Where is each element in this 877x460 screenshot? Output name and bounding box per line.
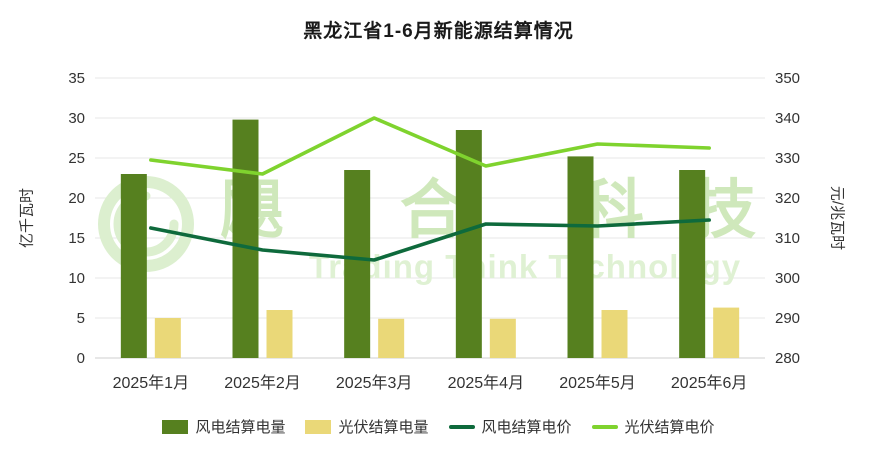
line-光伏结算电价 xyxy=(149,116,711,176)
legend-label: 光伏结算电价 xyxy=(624,419,715,436)
right-tick-label: 330 xyxy=(775,150,800,167)
left-tick-label: 25 xyxy=(68,150,85,167)
legend-line-swatch-icon xyxy=(448,424,475,429)
right-tick-label: 320 xyxy=(775,190,800,207)
legend-item-风电结算电量[interactable]: 风电结算电量 xyxy=(162,416,285,437)
x-tick-label: 2025年1月 xyxy=(113,374,190,392)
x-tick-label: 2025年2月 xyxy=(224,374,301,392)
legend-item-光伏结算电价[interactable]: 光伏结算电价 xyxy=(591,416,715,437)
left-tick-label: 5 xyxy=(77,310,85,327)
right-tick-label: 280 xyxy=(775,350,800,367)
bar-光伏结算电量 xyxy=(601,310,628,358)
bar-光伏结算电量 xyxy=(266,310,293,358)
legend-bar-swatch-icon xyxy=(162,419,189,434)
right-tick-label: 300 xyxy=(775,270,800,287)
bar-光伏结算电量 xyxy=(489,318,516,358)
legend-item-风电结算电价[interactable]: 风电结算电价 xyxy=(448,416,572,437)
bar-风电结算电量 xyxy=(679,170,706,358)
bar-光伏结算电量 xyxy=(378,318,405,358)
bar-光伏结算电量 xyxy=(154,318,181,358)
chart-legend: 风电结算电量 光伏结算电量 风电结算电价 光伏结算电价 xyxy=(0,416,877,437)
bar-风电结算电量 xyxy=(455,130,482,358)
chart-title: 黑龙江省1-6月新能源结算情况 xyxy=(303,21,574,42)
bar-风电结算电量 xyxy=(344,170,371,358)
x-tick-label: 2025年4月 xyxy=(448,374,525,392)
right-tick-label: 350 xyxy=(775,70,800,87)
right-tick-label: 290 xyxy=(775,310,800,327)
legend-label: 风电结算电量 xyxy=(195,419,286,436)
right-tick-label: 340 xyxy=(775,110,800,127)
x-tick-label: 2025年3月 xyxy=(336,374,413,392)
left-tick-label: 0 xyxy=(77,350,85,367)
legend-label: 光伏结算电量 xyxy=(338,419,429,436)
legend-line-swatch-icon xyxy=(591,424,618,429)
legend-label: 风电结算电价 xyxy=(481,419,572,436)
line-风电结算电价 xyxy=(149,218,711,262)
left-tick-label: 30 xyxy=(68,110,85,127)
watermark-text-en: Trading Think Technology xyxy=(309,248,741,285)
bar-风电结算电量 xyxy=(567,156,594,358)
left-tick-label: 35 xyxy=(68,70,85,87)
right-tick-label: 310 xyxy=(775,230,800,247)
left-tick-label: 10 xyxy=(68,270,85,287)
bar-光伏结算电量 xyxy=(713,307,740,358)
bar-风电结算电量 xyxy=(120,174,147,358)
bar-风电结算电量 xyxy=(232,119,259,358)
left-tick-label: 15 xyxy=(68,230,85,247)
x-tick-label: 2025年6月 xyxy=(671,374,748,392)
legend-item-光伏结算电量[interactable]: 光伏结算电量 xyxy=(305,416,429,437)
left-tick-label: 20 xyxy=(68,190,85,207)
x-tick-label: 2025年5月 xyxy=(559,374,636,392)
legend-bar-swatch-icon xyxy=(305,419,332,434)
